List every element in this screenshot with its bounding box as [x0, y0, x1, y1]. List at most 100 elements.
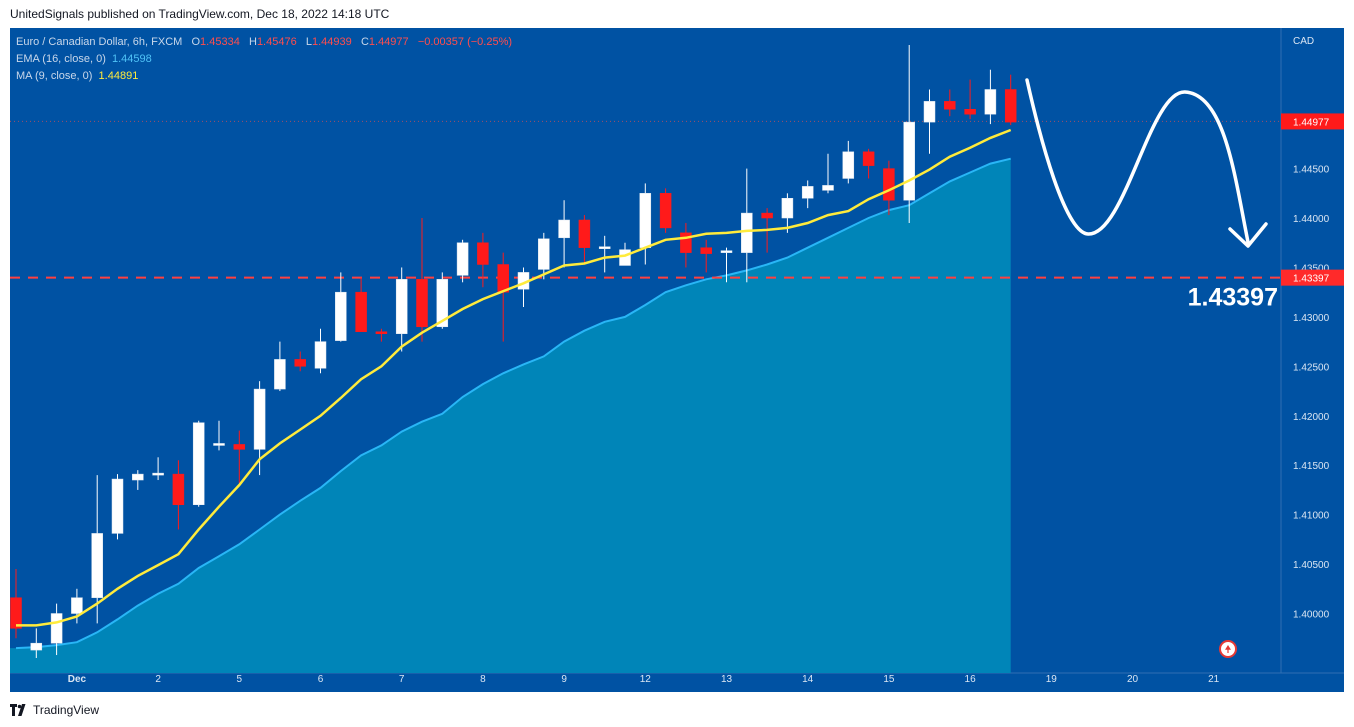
- candle-body: [964, 109, 976, 115]
- y-tick-label: 1.40000: [1293, 610, 1330, 621]
- tradingview-brand[interactable]: TradingView: [10, 703, 99, 717]
- candle: [1004, 74, 1017, 126]
- candle-body: [355, 291, 367, 332]
- candle: [903, 45, 915, 223]
- current-price-label: 1.44977: [1281, 113, 1344, 130]
- candle: [720, 247, 733, 283]
- legend-close-label: C: [360, 36, 369, 48]
- current-price-label-bg: [1281, 113, 1344, 130]
- tradingview-logo-icon: [10, 704, 26, 716]
- candle-body: [456, 242, 469, 276]
- candle-body: [984, 89, 997, 115]
- candle: [598, 235, 611, 273]
- candle: [477, 232, 489, 288]
- candle: [801, 180, 814, 209]
- candle: [172, 460, 185, 530]
- candle-body: [233, 444, 246, 450]
- candle: [538, 232, 550, 280]
- candle: [213, 420, 225, 451]
- candle: [944, 89, 956, 117]
- candle-body: [335, 291, 347, 341]
- candle-body: [436, 279, 449, 328]
- candle-body: [50, 613, 63, 644]
- ma-line: [16, 128, 1012, 627]
- target-price-label-bg: [1281, 269, 1344, 286]
- legend-ema-row[interactable]: EMA (16, close, 0) 1.44598: [16, 51, 512, 68]
- candle: [294, 351, 306, 372]
- legend-close-value: 1.44977: [368, 36, 409, 48]
- canada-flag-icon[interactable]: [1219, 640, 1237, 658]
- legend-ma-value: 1.44891: [98, 70, 139, 82]
- candle: [680, 222, 692, 268]
- chart-legend: Euro / Canadian Dollar, 6h, FXCM O1.4533…: [16, 34, 512, 85]
- legend-open-value: 1.45334: [200, 36, 240, 48]
- x-tick-label: 9: [561, 674, 567, 685]
- y-tick-label: 1.43500: [1293, 263, 1330, 274]
- legend-ma-row[interactable]: MA (9, close, 0) 1.44891: [16, 68, 512, 85]
- candle: [314, 328, 327, 374]
- candle: [395, 267, 408, 352]
- y-tick-label: 1.40500: [1293, 560, 1330, 571]
- x-tick-label: 16: [965, 674, 977, 685]
- target-price-label: 1.43397: [1281, 269, 1344, 286]
- candle: [517, 267, 530, 308]
- y-tick-label: 1.41500: [1293, 461, 1330, 472]
- candle-body: [172, 473, 185, 506]
- candle: [842, 140, 855, 184]
- target-annotation: 1.43397: [1188, 284, 1278, 312]
- candle: [578, 215, 591, 263]
- candle: [659, 188, 672, 233]
- candle-body: [741, 212, 753, 253]
- candle-body: [639, 193, 652, 248]
- price-chart[interactable]: 1.44500 1.44000 1.43500 1.43000 1.42500 1.420…: [10, 28, 1344, 692]
- legend-ma-label: MA (9, close, 0): [16, 70, 93, 82]
- candle: [862, 148, 875, 179]
- candle: [192, 420, 205, 507]
- candle: [497, 252, 509, 342]
- x-tick-label: 6: [318, 674, 324, 685]
- legend-ema-value: 1.44598: [112, 53, 152, 65]
- publisher-text: UnitedSignals published on TradingView.c…: [10, 7, 390, 21]
- x-tick-label: 8: [480, 674, 486, 685]
- y-tick-label: 1.44000: [1293, 214, 1330, 225]
- candle: [456, 239, 469, 283]
- candle-body: [781, 198, 794, 219]
- x-tick-label: 20: [1127, 674, 1139, 685]
- candle-body: [213, 443, 225, 446]
- candle-body: [274, 359, 286, 390]
- x-tick-label: 7: [399, 674, 405, 685]
- price-axis-panel: [1281, 28, 1344, 692]
- candle-body: [619, 249, 631, 266]
- candle-body: [192, 422, 205, 506]
- candle: [619, 242, 631, 266]
- candle: [152, 457, 164, 481]
- candle-body: [923, 101, 936, 123]
- candle-body: [314, 341, 327, 369]
- candle-body: [71, 597, 83, 614]
- forecast-path-arrow: [1025, 78, 1250, 244]
- y-tick-label: 1.42500: [1293, 362, 1330, 373]
- candle-body: [538, 238, 550, 270]
- y-tick-label: 1.44500: [1293, 165, 1330, 176]
- candle-body: [497, 264, 509, 293]
- candle-body: [10, 597, 22, 629]
- candle: [700, 239, 712, 273]
- candle-body: [598, 246, 611, 249]
- x-tick-label: Dec: [68, 674, 87, 685]
- x-tick-label: 21: [1208, 674, 1220, 685]
- maple-leaf-icon: [1225, 645, 1231, 653]
- candle-body: [842, 151, 855, 179]
- candle: [91, 475, 103, 624]
- candle-body: [132, 473, 144, 481]
- legend-change: −0.00357 (−0.25%): [417, 36, 513, 48]
- y-tick-label: 1.42000: [1293, 412, 1330, 423]
- footer: TradingView: [0, 692, 1354, 727]
- chart-area[interactable]: 1.44500 1.44000 1.43500 1.43000 1.42500 1.420…: [10, 28, 1344, 692]
- candle: [781, 193, 794, 233]
- target-price-label-text: 1.43397: [1293, 274, 1330, 285]
- candle-body: [822, 185, 834, 191]
- candle-body: [862, 151, 875, 166]
- candle: [375, 328, 388, 342]
- candle-body: [659, 193, 672, 229]
- candle-body: [578, 219, 591, 248]
